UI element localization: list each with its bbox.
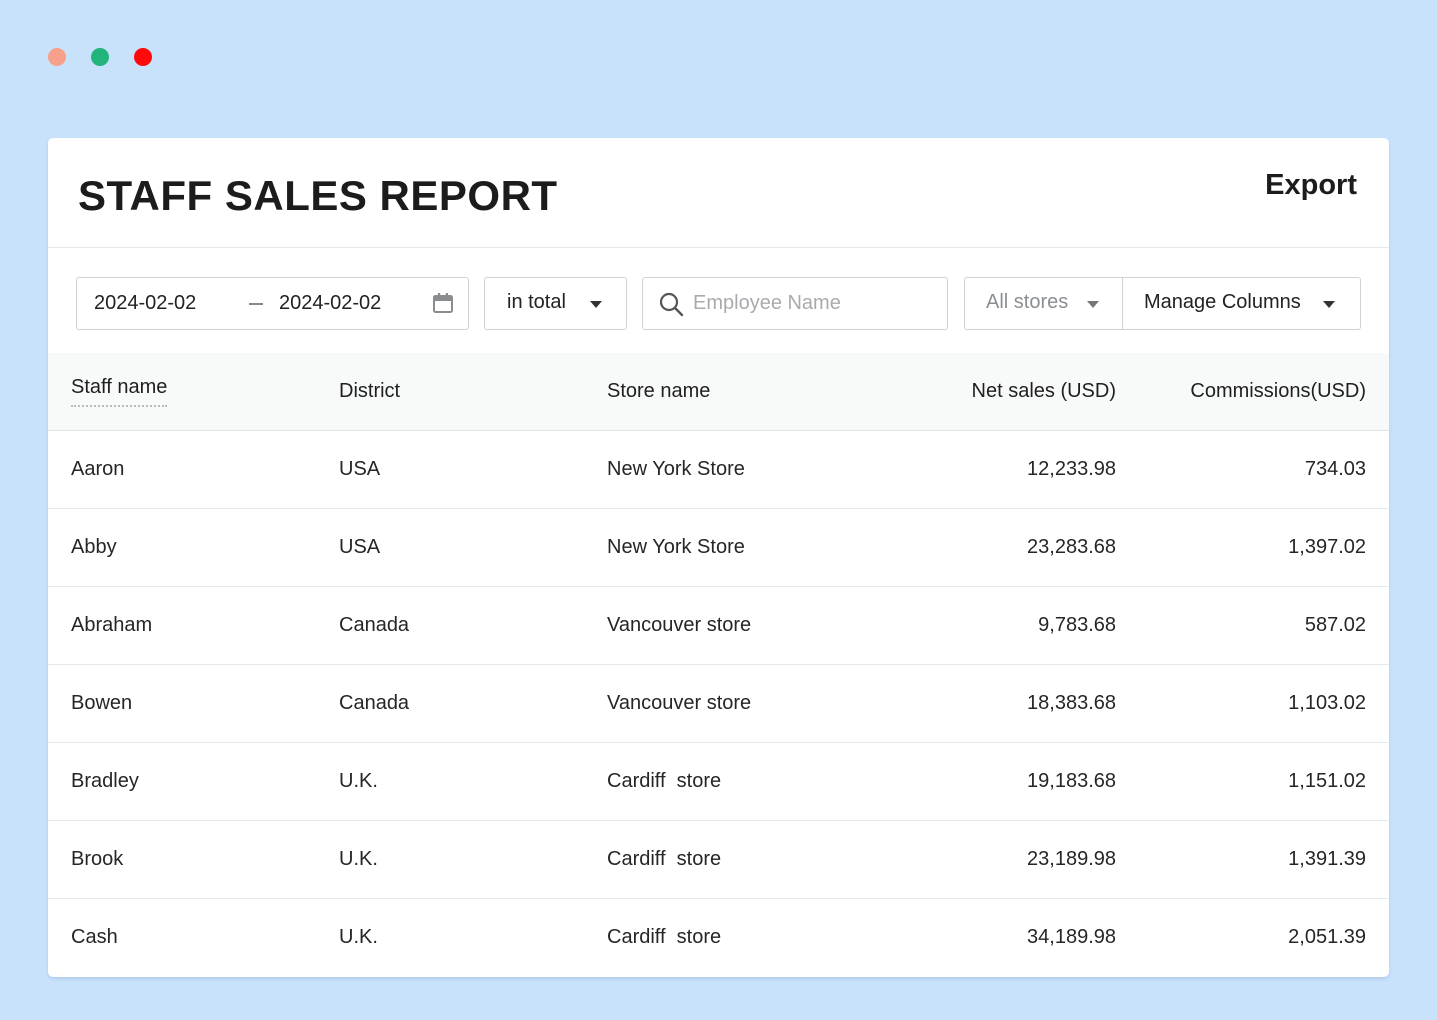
cell-store-name: Vancouver store <box>607 613 752 636</box>
filter-bar: 2024-02-02 2024-02-02 in total All store… <box>48 248 1389 353</box>
cell-net-sales: 23,283.68 <box>1027 535 1116 558</box>
manage-columns-label: Manage Columns <box>1144 291 1301 313</box>
manage-columns-select[interactable]: Manage Columns <box>1122 277 1361 330</box>
cell-store-name: Cardiff store <box>607 769 722 792</box>
column-header-staff-name[interactable]: Staff name <box>48 353 316 430</box>
cell-net-sales: 9,783.68 <box>1038 613 1116 636</box>
cell-commissions: 1,151.02 <box>1288 769 1366 792</box>
column-header-district: District <box>339 379 401 402</box>
cell-store-name: Vancouver store <box>607 691 752 714</box>
employee-search[interactable] <box>642 277 948 330</box>
window-dot-close[interactable] <box>134 48 152 66</box>
cell-district: U.K. <box>339 847 378 870</box>
table-row[interactable]: Bowen Canada Vancouver store 18,383.68 1… <box>48 664 1389 742</box>
caret-down-icon <box>1087 301 1099 308</box>
column-header-commissions: Commissions(USD) <box>1190 379 1366 402</box>
employee-search-input[interactable] <box>693 288 933 318</box>
table-row[interactable]: Cash U.K. Cardiff store 34,189.98 2,051.… <box>48 898 1389 976</box>
date-range-picker[interactable]: 2024-02-02 2024-02-02 <box>76 277 469 330</box>
cell-staff-name: Abraham <box>71 613 153 636</box>
column-header-store-name: Store name <box>607 379 711 402</box>
cell-net-sales: 34,189.98 <box>1027 925 1116 948</box>
cell-store-name: Cardiff store <box>607 847 722 870</box>
cell-store-name: New York Store <box>607 535 745 558</box>
window-dot-maximize[interactable] <box>91 48 109 66</box>
store-select-value: All stores <box>986 291 1069 313</box>
cell-store-name: New York Store <box>607 457 745 480</box>
cell-district: USA <box>339 457 381 480</box>
calendar-icon[interactable] <box>432 292 454 314</box>
cell-staff-name: Bowen <box>71 691 133 714</box>
cell-district: U.K. <box>339 925 378 948</box>
staff-sales-table: Staff name District Store name Net sales… <box>48 353 1389 976</box>
cell-staff-name: Aaron <box>71 457 125 480</box>
page-title: STAFF SALES REPORT <box>78 172 558 219</box>
cell-district: Canada <box>339 613 410 636</box>
cell-net-sales: 12,233.98 <box>1027 457 1116 480</box>
store-select[interactable]: All stores <box>964 277 1123 330</box>
table-row[interactable]: Aaron USA New York Store 12,233.98 734.0… <box>48 430 1389 508</box>
table-row[interactable]: Bradley U.K. Cardiff store 19,183.68 1,1… <box>48 742 1389 820</box>
cell-district: Canada <box>339 691 410 714</box>
window-dot-minimize[interactable] <box>48 48 66 66</box>
cell-net-sales: 18,383.68 <box>1027 691 1116 714</box>
cell-net-sales: 23,189.98 <box>1027 847 1116 870</box>
date-start[interactable]: 2024-02-02 <box>94 292 197 314</box>
report-card: STAFF SALES REPORT Export 2024-02-02 202… <box>48 138 1389 977</box>
cell-commissions: 734.03 <box>1304 457 1366 480</box>
cell-commissions: 1,397.02 <box>1288 535 1366 558</box>
cell-commissions: 587.02 <box>1304 613 1366 636</box>
cell-commissions: 1,103.02 <box>1288 691 1366 714</box>
cell-net-sales: 19,183.68 <box>1027 769 1116 792</box>
table-row[interactable]: Abby USA New York Store 23,283.68 1,397.… <box>48 508 1389 586</box>
period-select-value: in total <box>507 291 566 313</box>
date-separator <box>249 303 263 305</box>
date-end[interactable]: 2024-02-02 <box>279 292 382 314</box>
cell-commissions: 1,391.39 <box>1288 847 1366 870</box>
column-header-net-sales: Net sales (USD) <box>971 379 1116 402</box>
caret-down-icon <box>1323 301 1335 308</box>
cell-commissions: 2,051.39 <box>1288 925 1366 948</box>
table-row[interactable]: Abraham Canada Vancouver store 9,783.68 … <box>48 586 1389 664</box>
cell-staff-name: Cash <box>71 925 118 948</box>
cell-district: U.K. <box>339 769 378 792</box>
report-header: STAFF SALES REPORT Export <box>48 138 1389 248</box>
cell-staff-name: Brook <box>71 847 124 870</box>
table-header-row: Staff name District Store name Net sales… <box>48 353 1389 430</box>
caret-down-icon <box>590 301 602 308</box>
search-icon <box>659 292 684 317</box>
period-select[interactable]: in total <box>484 277 627 330</box>
cell-store-name: Cardiff store <box>607 925 722 948</box>
table-row[interactable]: Brook U.K. Cardiff store 23,189.98 1,391… <box>48 820 1389 898</box>
cell-district: USA <box>339 535 381 558</box>
cell-staff-name: Bradley <box>71 769 139 792</box>
cell-staff-name: Abby <box>71 535 117 558</box>
export-button[interactable]: Export <box>1265 169 1357 201</box>
